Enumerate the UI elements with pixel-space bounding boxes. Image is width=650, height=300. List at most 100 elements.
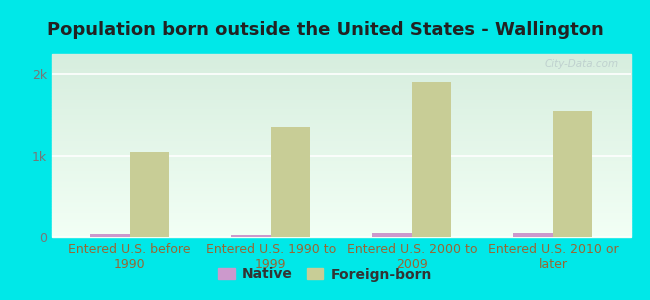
Bar	[52, 124, 630, 126]
Bar	[52, 106, 630, 107]
Bar	[52, 211, 630, 213]
Bar	[231, 235, 270, 237]
Bar	[52, 112, 630, 113]
Bar	[52, 144, 630, 146]
Bar	[52, 152, 630, 153]
Bar	[52, 165, 630, 167]
Bar	[52, 113, 630, 115]
Bar	[52, 135, 630, 136]
Bar	[52, 187, 630, 188]
Bar	[52, 182, 630, 184]
Bar	[52, 103, 630, 104]
Bar	[52, 234, 630, 236]
Bar	[372, 233, 412, 237]
Bar	[52, 104, 630, 106]
Text: Population born outside the United States - Wallington: Population born outside the United State…	[47, 21, 603, 39]
Bar	[52, 140, 630, 141]
Bar	[52, 65, 630, 66]
Bar	[52, 205, 630, 206]
Bar	[52, 222, 630, 223]
Bar	[52, 228, 630, 230]
Bar	[52, 56, 630, 57]
Bar	[52, 216, 630, 217]
Bar	[52, 146, 630, 147]
Bar	[52, 176, 630, 178]
Bar	[52, 69, 630, 71]
Bar	[52, 181, 630, 182]
Bar	[270, 127, 310, 237]
Bar	[52, 54, 630, 56]
Bar	[52, 158, 630, 159]
Bar	[52, 138, 630, 140]
Bar	[52, 196, 630, 197]
Bar	[52, 202, 630, 203]
Bar	[52, 107, 630, 109]
Bar	[52, 206, 630, 208]
Bar	[52, 226, 630, 228]
Bar	[52, 142, 630, 144]
Bar	[52, 116, 630, 118]
Bar	[52, 193, 630, 194]
Bar	[52, 75, 630, 77]
Bar	[52, 85, 630, 86]
Bar	[52, 74, 630, 75]
Text: City-Data.com: City-Data.com	[545, 59, 619, 70]
Bar	[52, 100, 630, 101]
Bar	[52, 71, 630, 72]
Bar	[52, 136, 630, 138]
Bar	[52, 230, 630, 231]
Bar	[52, 200, 630, 202]
Bar	[52, 219, 630, 220]
Bar	[52, 97, 630, 98]
Bar	[52, 208, 630, 209]
Bar	[52, 123, 630, 124]
Bar	[52, 60, 630, 61]
Bar	[52, 121, 630, 123]
Bar	[52, 68, 630, 69]
Bar	[52, 148, 630, 150]
Bar	[52, 199, 630, 200]
Bar	[52, 213, 630, 214]
Bar	[52, 170, 630, 171]
Bar	[52, 190, 630, 191]
Bar	[52, 130, 630, 132]
Bar	[52, 173, 630, 175]
Bar	[52, 61, 630, 63]
Bar	[52, 78, 630, 80]
Bar	[52, 57, 630, 58]
Bar	[52, 132, 630, 133]
Bar	[52, 220, 630, 222]
Bar	[52, 66, 630, 68]
Bar	[52, 126, 630, 127]
Bar	[52, 95, 630, 97]
Bar	[52, 101, 630, 103]
Bar	[52, 80, 630, 81]
Bar	[52, 147, 630, 148]
Bar	[52, 98, 630, 100]
Bar	[52, 58, 630, 60]
Bar	[52, 155, 630, 156]
Bar	[52, 188, 630, 190]
Bar	[52, 236, 630, 237]
Bar	[52, 88, 630, 89]
Bar	[52, 81, 630, 83]
Bar	[52, 217, 630, 219]
Bar	[52, 179, 630, 181]
Bar	[52, 209, 630, 211]
Bar	[52, 156, 630, 158]
Bar	[90, 234, 129, 237]
Bar	[52, 86, 630, 88]
Bar	[52, 77, 630, 78]
Bar	[52, 118, 630, 120]
Bar	[52, 168, 630, 170]
Bar	[52, 231, 630, 232]
Bar	[52, 167, 630, 168]
Bar	[52, 150, 630, 152]
Bar	[52, 175, 630, 176]
Bar	[52, 120, 630, 121]
Bar	[52, 129, 630, 130]
Bar	[52, 203, 630, 205]
Bar	[52, 109, 630, 110]
Bar	[52, 63, 630, 65]
Bar	[52, 162, 630, 164]
